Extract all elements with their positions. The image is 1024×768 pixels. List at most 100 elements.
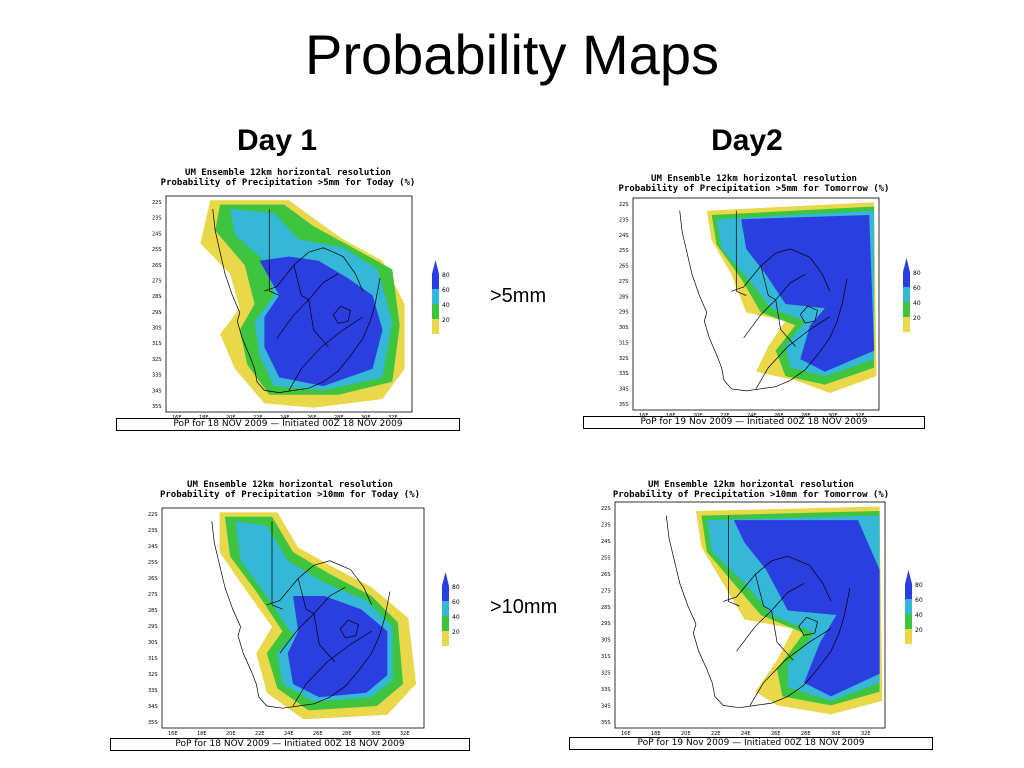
latitude-tick-label: 31S [148,656,158,662]
coastline-namibia [212,208,241,313]
province-border [313,613,336,663]
legend-value: 20 [442,317,450,324]
legend-swatch [442,616,449,631]
longitude-tick-label: 32E [400,731,410,737]
legend-value: 40 [452,614,460,621]
map-panel-day1-5mm: UM Ensemble 12km horizontal resolution Pr… [116,168,460,432]
map-title-line2: Probability of Precipitation >10mm for T… [612,490,890,500]
legend-value: 60 [913,285,921,292]
latitude-tick-label: 23S [601,522,611,528]
latitude-tick-label: 29S [148,624,158,630]
legend-swatch [903,287,910,302]
latitude-tick-label: 32S [601,671,611,677]
legend-value: 40 [915,612,923,619]
province-border [308,299,329,348]
map-panel-day2-10mm: UM Ensemble 12km horizontal resolution Pr… [569,478,933,750]
border-namibia-botswana [728,515,740,607]
province-border [292,630,372,707]
coastline [237,591,391,709]
latitude-tick-label: 33S [148,688,158,694]
border-namibia-botswana [268,209,280,296]
legend-value: 60 [915,597,923,604]
latitude-tick-label: 34S [619,387,629,393]
latitude-tick-label: 34S [601,704,611,710]
border-north [722,555,832,602]
map-title-line2: Probability of Precipitation >5mm for To… [160,178,416,188]
slide-title: Probability Maps [305,23,719,86]
latitude-tick-label: 22S [148,512,158,518]
latitude-tick-label: 25S [152,247,162,253]
latitude-tick-label: 22S [619,202,629,208]
latitude-tick-label: 24S [152,231,162,237]
longitude-tick-label: 24E [741,731,751,737]
latitude-tick-label: 32S [148,672,158,678]
latitude-tick-label: 29S [619,310,629,316]
province-border [293,265,309,301]
latitude-tick-label: 33S [152,373,162,379]
latitude-tick-label: 35S [619,402,629,408]
coastline [703,278,848,392]
map-panel-day2-5mm: UM Ensemble 12km horizontal resolution Pr… [583,172,925,430]
column-heading-day2: Day2 [711,124,783,157]
longitude-tick-label: 22E [255,731,265,737]
map-caption: PoP for 18 NOV 2009 — Initiated 00Z 18 N… [116,418,460,431]
map-title: UM Ensemble 12km horizontal resolution Pr… [116,168,460,188]
latitude-tick-label: 32S [619,356,629,362]
legend-value: 20 [452,629,460,636]
latitude-tick-label: 27S [619,279,629,285]
legend-swatch [442,586,449,601]
legend-swatch [905,629,912,644]
map-title-line1: UM Ensemble 12km horizontal resolution [185,168,391,178]
coastline-namibia [665,515,697,625]
province-border [771,610,794,661]
longitude-tick-label: 26E [313,731,323,737]
probability-area-blue [733,520,880,697]
latitude-tick-label: 31S [601,654,611,660]
legend-value: 20 [913,315,921,322]
legend-swatch [905,614,912,629]
border-lesotho [798,616,818,636]
legend-swatch [903,272,910,287]
border-north [264,247,364,292]
longitude-tick-label: 18E [197,731,207,737]
longitude-tick-label: 26E [771,731,781,737]
legend-value: 40 [442,302,450,309]
longitude-tick-label: 18E [651,731,661,737]
latitude-tick-label: 27S [148,592,158,598]
longitude-tick-label: 20E [681,731,691,737]
latitude-tick-label: 33S [601,687,611,693]
latitude-tick-label: 25S [601,555,611,561]
latitude-tick-label: 34S [148,704,158,710]
legend-swatch [432,304,439,319]
latitude-tick-label: 22S [601,506,611,512]
color-legend: 80 60 40 20 [442,572,460,646]
longitude-tick-label: 16E [621,731,631,737]
legend-swatch [903,317,910,332]
legend-value: 20 [915,627,923,634]
latitude-tick-label: 23S [619,217,629,223]
legend-value: 60 [442,287,450,294]
province-border [743,273,806,339]
latitude-tick-label: 31S [152,341,162,347]
latitude-tick-label: 29S [601,621,611,627]
legend-value: 60 [452,599,460,606]
color-legend: 80 60 40 20 [903,258,921,332]
province-border [775,299,796,347]
latitude-tick-label: 35S [152,404,162,410]
latitude-tick-label: 30S [601,638,611,644]
latitude-tick-label: 32S [152,357,162,363]
legend-swatch [905,584,912,599]
legend-arrow [442,572,449,586]
longitude-tick-label: 30E [831,731,841,737]
legend-swatch [432,319,439,334]
legend-value: 80 [452,584,460,591]
province-border [755,316,830,389]
latitude-tick-label: 26S [619,264,629,270]
legend-value: 80 [913,270,921,277]
latitude-tick-label: 27S [601,588,611,594]
border-lesotho [799,305,818,324]
border-lesotho [332,305,351,324]
map-panel-day1-10mm: UM Ensemble 12km horizontal resolution Pr… [110,478,470,751]
latitude-tick-label: 35S [601,720,611,726]
longitude-tick-label: 20E [226,731,236,737]
